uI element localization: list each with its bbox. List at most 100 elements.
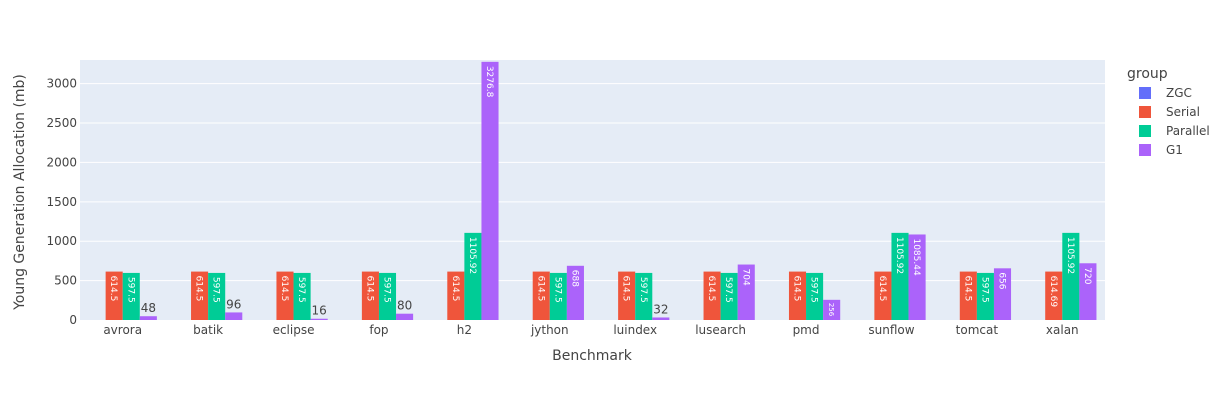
bar-parallel[interactable] bbox=[806, 272, 824, 320]
bar-serial[interactable] bbox=[618, 271, 636, 320]
bar-parallel[interactable] bbox=[1062, 232, 1080, 320]
x-tick-label: lusearch bbox=[695, 323, 746, 337]
bar-label: 614.69 bbox=[1048, 276, 1058, 308]
bar-parallel[interactable] bbox=[720, 272, 738, 320]
x-tick-label: h2 bbox=[457, 323, 472, 337]
bar-label: 720 bbox=[1082, 267, 1092, 284]
bar-serial[interactable] bbox=[788, 271, 807, 320]
bar-serial[interactable] bbox=[703, 271, 721, 320]
bar-label: 597.5 bbox=[723, 277, 733, 303]
plot-background bbox=[80, 60, 1105, 320]
x-tick-label: batik bbox=[193, 323, 223, 337]
bar-label: 3276.8 bbox=[484, 66, 494, 98]
x-tick-labels: avrora batik eclipse fop h2 jython luindex luse… bbox=[103, 323, 1078, 337]
bar-parallel[interactable] bbox=[976, 272, 994, 320]
bar-label: 597.5 bbox=[211, 277, 221, 303]
bar-label: 614.5 bbox=[535, 276, 545, 302]
bar-label: 1105.92 bbox=[1065, 237, 1075, 274]
bar-label: 597.5 bbox=[809, 277, 819, 303]
x-tick-label: pmd bbox=[793, 323, 820, 337]
legend-swatch bbox=[1139, 144, 1151, 156]
bar-g1[interactable] bbox=[139, 316, 157, 320]
bar-serial[interactable] bbox=[1045, 271, 1063, 320]
y-axis-title: Young Generation Allocation (mb) bbox=[12, 74, 28, 311]
bar-label: 256 bbox=[827, 303, 835, 317]
bar-label: 597.5 bbox=[552, 277, 562, 303]
bar-label: 656 bbox=[997, 272, 1007, 289]
bar-g1[interactable] bbox=[908, 234, 926, 320]
y-tick-label: 500 bbox=[54, 274, 77, 288]
bar-label: 597.5 bbox=[125, 277, 135, 303]
bar-label: 614.5 bbox=[450, 276, 460, 302]
legend-item-g1[interactable]: G1 bbox=[1139, 143, 1183, 157]
bar-serial[interactable] bbox=[361, 271, 379, 320]
bar-serial[interactable] bbox=[105, 271, 123, 320]
bar-g1[interactable] bbox=[993, 268, 1012, 320]
bar-label: 1105.92 bbox=[894, 237, 904, 274]
bar-parallel[interactable] bbox=[464, 232, 482, 320]
y-tick-label: 1000 bbox=[46, 234, 77, 248]
bar-label: 614.5 bbox=[792, 276, 802, 302]
bar-g1[interactable] bbox=[481, 61, 499, 320]
legend-title: group bbox=[1127, 66, 1168, 82]
bar-parallel[interactable] bbox=[378, 272, 397, 320]
bar-parallel[interactable] bbox=[293, 272, 311, 320]
bars bbox=[105, 61, 1097, 320]
bar-parallel[interactable] bbox=[635, 272, 653, 320]
legend-swatch bbox=[1139, 125, 1151, 137]
bar-g1[interactable] bbox=[652, 317, 670, 320]
x-tick-label: luindex bbox=[613, 323, 657, 337]
x-tick-label: tomcat bbox=[956, 323, 999, 337]
legend-label: Serial bbox=[1166, 105, 1200, 119]
bar-serial[interactable] bbox=[959, 271, 977, 320]
bar-label: 614.5 bbox=[364, 276, 374, 302]
bar-label: 80 bbox=[397, 299, 412, 313]
bar-label: 614.5 bbox=[877, 276, 887, 302]
bar-parallel[interactable] bbox=[208, 272, 226, 320]
x-tick-label: jython bbox=[530, 323, 569, 337]
x-axis-title: Benchmark bbox=[552, 348, 633, 364]
legend-item-zgc[interactable]: ZGC bbox=[1139, 86, 1192, 100]
bar-label: 614.5 bbox=[279, 276, 289, 302]
legend-label: G1 bbox=[1166, 143, 1183, 157]
x-tick-label: sunflow bbox=[868, 323, 914, 337]
bar-g1[interactable] bbox=[310, 318, 328, 320]
bar-serial[interactable] bbox=[447, 271, 465, 320]
bar-label: 597.5 bbox=[979, 277, 989, 303]
bar-serial[interactable] bbox=[191, 271, 209, 320]
bar-parallel[interactable] bbox=[122, 272, 140, 320]
bar-label: 614.5 bbox=[962, 276, 972, 302]
bar-g1[interactable] bbox=[823, 299, 841, 320]
bar-label: 614.5 bbox=[621, 276, 631, 302]
legend-item-serial[interactable]: Serial bbox=[1139, 105, 1200, 119]
bar-parallel[interactable] bbox=[891, 232, 909, 320]
bar-g1[interactable] bbox=[396, 313, 414, 320]
legend-swatch bbox=[1139, 87, 1151, 99]
y-tick-label: 0 bbox=[69, 313, 77, 327]
bar-serial[interactable] bbox=[276, 271, 294, 320]
bar-g1[interactable] bbox=[566, 265, 584, 320]
bar-label: 704 bbox=[740, 269, 750, 286]
bar-label: 597.5 bbox=[638, 277, 648, 303]
bar-label: 48 bbox=[141, 301, 156, 315]
legend-item-parallel[interactable]: Parallel bbox=[1139, 124, 1210, 138]
bar-label: 16 bbox=[312, 304, 327, 318]
y-tick-labels: 0 500 1000 1500 2000 2500 3000 bbox=[46, 77, 77, 327]
bar-serial[interactable] bbox=[874, 271, 892, 320]
bar-g1[interactable] bbox=[737, 264, 755, 320]
legend-label: Parallel bbox=[1166, 124, 1210, 138]
bar-label: 614.5 bbox=[706, 276, 716, 302]
y-tick-label: 1500 bbox=[46, 195, 77, 209]
y-tick-label: 2000 bbox=[46, 155, 77, 169]
bar-parallel[interactable] bbox=[549, 272, 567, 320]
bar-label: 32 bbox=[653, 302, 668, 316]
bar-serial[interactable] bbox=[532, 271, 550, 320]
bar-labels: 614.5 597.5 48 614.5 597.5 96 614.5 597.5 16 614.… bbox=[108, 66, 1092, 318]
bar-g1[interactable] bbox=[1079, 263, 1097, 320]
bar-label: 96 bbox=[226, 297, 241, 311]
legend-swatch bbox=[1139, 106, 1151, 118]
legend-label: ZGC bbox=[1166, 86, 1192, 100]
bar-g1[interactable] bbox=[225, 312, 243, 320]
bar-label: 1085.44 bbox=[911, 238, 921, 275]
legend[interactable]: group ZGC Serial Parallel G1 bbox=[1127, 66, 1210, 157]
